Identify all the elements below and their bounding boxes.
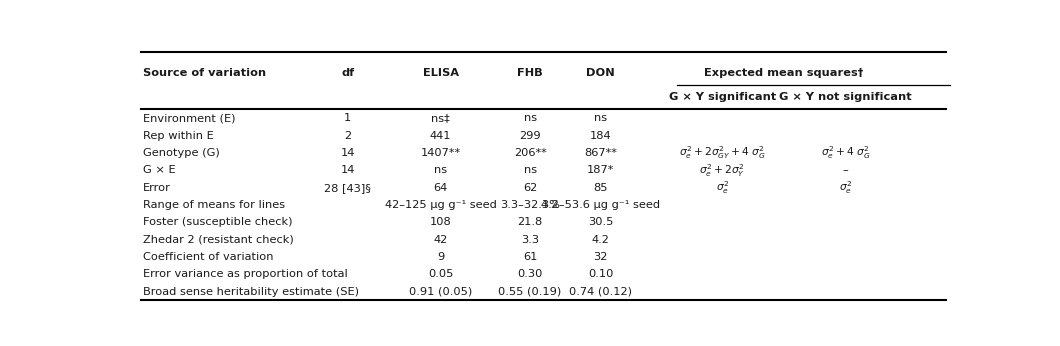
Text: 61: 61 xyxy=(523,252,537,262)
Text: 64: 64 xyxy=(434,183,447,193)
Text: 184: 184 xyxy=(590,130,612,140)
Text: ns: ns xyxy=(524,113,536,123)
Text: 2: 2 xyxy=(344,130,351,140)
Text: 32: 32 xyxy=(594,252,608,262)
Text: ns‡: ns‡ xyxy=(431,113,450,123)
Text: 187*: 187* xyxy=(587,165,615,175)
Text: DON: DON xyxy=(586,69,615,79)
Text: 1407**: 1407** xyxy=(421,148,461,158)
Text: Error: Error xyxy=(143,183,171,193)
Text: Rep within E: Rep within E xyxy=(143,130,214,140)
Text: 0.10: 0.10 xyxy=(588,270,614,280)
Text: 9: 9 xyxy=(437,252,444,262)
Text: 4.2–53.6 μg g⁻¹ seed: 4.2–53.6 μg g⁻¹ seed xyxy=(542,200,660,210)
Text: ns: ns xyxy=(595,113,607,123)
Text: Coefficient of variation: Coefficient of variation xyxy=(143,252,273,262)
Text: G × E: G × E xyxy=(143,165,176,175)
Text: 3.3: 3.3 xyxy=(522,235,540,245)
Text: $\sigma^2_e$: $\sigma^2_e$ xyxy=(838,179,852,196)
Text: 441: 441 xyxy=(429,130,452,140)
Text: 14: 14 xyxy=(340,165,355,175)
Text: G × Y significant: G × Y significant xyxy=(669,92,776,102)
Text: 867**: 867** xyxy=(584,148,617,158)
Text: df: df xyxy=(341,69,354,79)
Text: 206**: 206** xyxy=(514,148,547,158)
Text: 108: 108 xyxy=(429,217,452,227)
Text: ELISA: ELISA xyxy=(423,69,459,79)
Text: Genotype (G): Genotype (G) xyxy=(143,148,219,158)
Text: FHB: FHB xyxy=(517,69,543,79)
Text: Foster (susceptible check): Foster (susceptible check) xyxy=(143,217,293,227)
Text: 42: 42 xyxy=(434,235,447,245)
Text: Range of means for lines: Range of means for lines xyxy=(143,200,285,210)
Text: 3.3–32.3%: 3.3–32.3% xyxy=(500,200,560,210)
Text: –: – xyxy=(843,165,848,175)
Text: ns: ns xyxy=(434,165,447,175)
Text: ns: ns xyxy=(524,165,536,175)
Text: 62: 62 xyxy=(523,183,537,193)
Text: $\sigma^2_e + 4\ \sigma^2_G$: $\sigma^2_e + 4\ \sigma^2_G$ xyxy=(820,145,870,161)
Text: Zhedar 2 (resistant check): Zhedar 2 (resistant check) xyxy=(143,235,294,245)
Text: 14: 14 xyxy=(340,148,355,158)
Text: $\sigma^2_e + 2\sigma^2_{GY} + 4\ \sigma^2_G$: $\sigma^2_e + 2\sigma^2_{GY} + 4\ \sigma… xyxy=(678,145,765,161)
Text: 30.5: 30.5 xyxy=(588,217,614,227)
Text: 21.8: 21.8 xyxy=(517,217,543,227)
Text: G × Y not significant: G × Y not significant xyxy=(779,92,912,102)
Text: Source of variation: Source of variation xyxy=(143,69,266,79)
Text: 4.2: 4.2 xyxy=(591,235,609,245)
Text: 42–125 μg g⁻¹ seed: 42–125 μg g⁻¹ seed xyxy=(385,200,496,210)
Text: 299: 299 xyxy=(519,130,541,140)
Text: $\sigma^2_e$: $\sigma^2_e$ xyxy=(716,179,729,196)
Text: 0.30: 0.30 xyxy=(517,270,543,280)
Text: 0.05: 0.05 xyxy=(428,270,454,280)
Text: 0.91 (0.05): 0.91 (0.05) xyxy=(409,287,472,297)
Text: 28 [43]§: 28 [43]§ xyxy=(324,183,371,193)
Text: $\sigma^2_e + 2\sigma^2_Y$: $\sigma^2_e + 2\sigma^2_Y$ xyxy=(700,162,745,179)
Text: 0.74 (0.12): 0.74 (0.12) xyxy=(569,287,632,297)
Text: 85: 85 xyxy=(594,183,608,193)
Text: Environment (E): Environment (E) xyxy=(143,113,235,123)
Text: Error variance as proportion of total: Error variance as proportion of total xyxy=(143,270,348,280)
Text: 1: 1 xyxy=(344,113,351,123)
Text: Expected mean squares†: Expected mean squares† xyxy=(704,69,864,79)
Text: Broad sense heritability estimate (SE): Broad sense heritability estimate (SE) xyxy=(143,287,359,297)
Text: 0.55 (0.19): 0.55 (0.19) xyxy=(498,287,562,297)
